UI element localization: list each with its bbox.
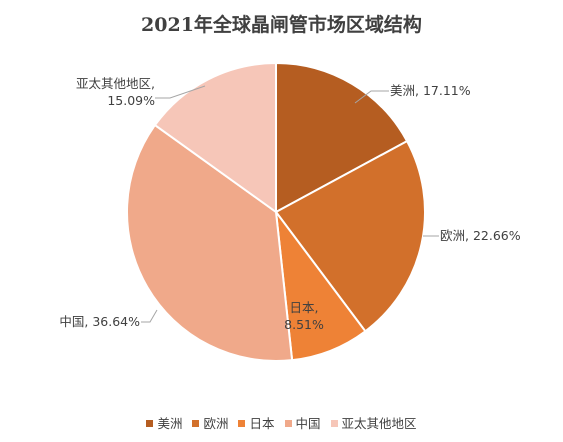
chart-title: 2021年全球晶闸管市场区域结构 [141,14,422,36]
legend-label-4: 中国 [295,416,321,431]
data-label-5: 亚太其他地区, 15.09% [76,76,155,108]
pie-slice-4 [126,123,294,362]
data-label-3: 日本, 8.51% [284,300,324,332]
legend-label-1: 美洲 [157,416,183,431]
legend-swatch-3 [238,420,246,427]
leader-line-1 [354,90,389,104]
legend-label-5: 亚太其他地区 [341,416,417,431]
pie-slice-2 [274,139,426,333]
pie-slice-1 [275,61,409,214]
legend-swatch-2 [192,420,200,427]
legend-item-1: 美洲 [146,413,182,432]
pie-slice-5 [153,61,277,214]
chart-legend: 美洲 欧洲 日本 中国 亚太其他地区 [0,413,563,432]
legend-label-2: 欧洲 [203,416,229,431]
data-label-2: 欧洲, 22.66% [440,228,521,243]
data-label-1: 美洲, 17.11% [390,83,471,98]
data-label-4: 中国, 36.64% [59,314,140,329]
legend-swatch-1 [146,420,154,427]
leader-line-5 [155,85,206,99]
legend-swatch-4 [284,420,292,427]
legend-item-5: 亚太其他地区 [330,413,417,432]
legend-item-4: 中国 [284,413,321,432]
legend-label-3: 日本 [249,416,275,431]
legend-item-3: 日本 [238,413,275,432]
legend-item-2: 欧洲 [192,413,228,432]
legend-swatch-5 [330,420,338,427]
leader-line-4 [141,309,158,323]
